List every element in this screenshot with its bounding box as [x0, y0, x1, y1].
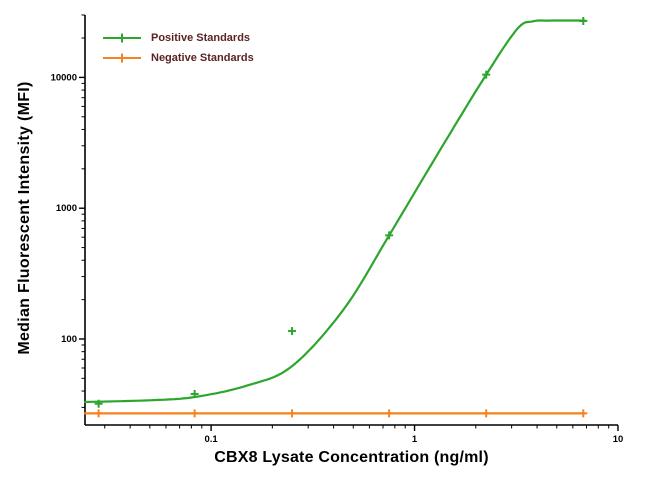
x-axis-label: CBX8 Lysate Concentration (ng/ml): [214, 449, 489, 466]
svg-text:1000: 1000: [56, 203, 77, 214]
legend-label-negative-standards: Negative Standards: [151, 52, 254, 64]
positive-series-line-marker-icon: [102, 32, 142, 44]
svg-text:100: 100: [61, 334, 77, 345]
legend-item-positive-standards: Positive Standards: [102, 32, 254, 44]
y-axis-label: Median Fluorescent Intensity (MFI): [16, 81, 33, 355]
svg-text:1: 1: [412, 434, 418, 445]
svg-text:0.1: 0.1: [204, 434, 218, 445]
svg-text:10000: 10000: [51, 72, 77, 83]
legend-label-positive-standards: Positive Standards: [151, 32, 251, 44]
svg-text:10: 10: [613, 434, 624, 445]
legend: Positive Standards Negative Standards: [102, 32, 254, 64]
legend-item-negative-standards: Negative Standards: [102, 52, 254, 64]
negative-series-line-marker-icon: [102, 52, 142, 64]
